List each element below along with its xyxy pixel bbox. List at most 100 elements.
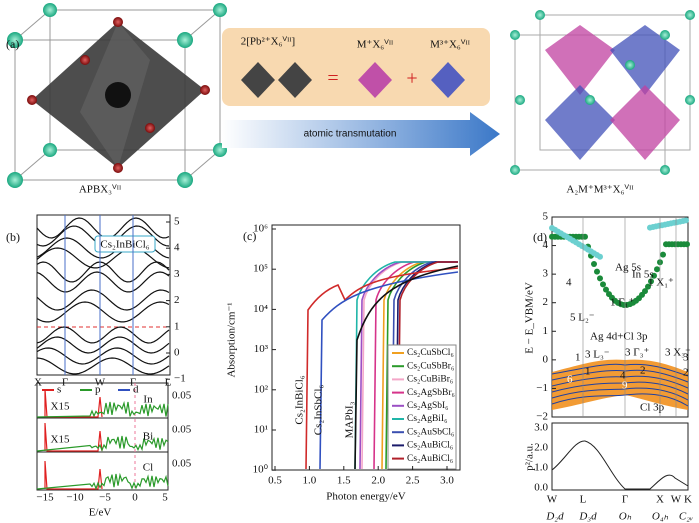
scheme-text: M³⁺X₆ⱽᴵᴵ: [430, 39, 470, 51]
symmetry-label: D₃d: [578, 511, 597, 523]
cb-dot: [582, 233, 588, 240]
y-axis-label: p²/a.u.: [524, 443, 536, 471]
y-tick-label: 3: [543, 268, 549, 280]
arrow: [222, 112, 500, 156]
y-tick-label: 10⁶: [253, 223, 268, 235]
legend-label: Cs₂AgSbI₆: [407, 401, 448, 411]
legend-label: s: [57, 384, 61, 396]
x-tick-label: 2.5: [406, 475, 420, 487]
cb-dot: [603, 286, 609, 293]
x-tick-label: Γ: [130, 377, 136, 389]
y-tick-label: 4: [174, 242, 180, 254]
band-annotation: 6: [567, 374, 573, 386]
band: [36, 326, 170, 344]
band-annotation: In 5s: [632, 269, 654, 281]
y-tick-label: 4: [543, 239, 549, 251]
p2-curve: [551, 440, 689, 490]
y-tick-label: 1: [174, 320, 180, 332]
dos-curves: [36, 388, 169, 491]
y-tick-label: 5: [543, 211, 549, 223]
bands: [36, 217, 170, 375]
annotation: Cs₂InSbCl₆: [313, 385, 325, 436]
band-annotation: 1 Γ₁⁺: [610, 297, 634, 309]
symmetry-label: C₂ᵥ: [679, 511, 693, 523]
x-tick-label: W: [671, 494, 682, 506]
absorption-curves: [305, 261, 459, 470]
legend-label: p: [95, 384, 101, 396]
x-tick-label: 1.5: [337, 475, 351, 487]
legend-label: Cs₂AuBiCl₆: [407, 441, 453, 451]
band-annotation: Ag 5s: [615, 262, 641, 274]
right-cube: [510, 10, 695, 175]
x-tick-label: 3.0: [440, 475, 454, 487]
y-tick-label: 10⁰: [253, 464, 269, 476]
x-axis-label: Photon energy/eV: [326, 491, 406, 503]
cb-dot: [651, 272, 657, 279]
band: [36, 247, 170, 269]
band-annotation: 3: [683, 352, 689, 364]
y-tick-label: 2.0: [534, 442, 548, 454]
x-tick-label: Γ: [62, 377, 68, 389]
y-tick-label: 1: [543, 325, 549, 337]
cb-dot: [660, 251, 666, 258]
symmetry-label: Oₕ: [619, 511, 632, 523]
cb-dot: [600, 281, 606, 288]
band-annotation: 9: [622, 380, 628, 392]
compound: Cs₂InBiCl₆: [100, 239, 149, 251]
caption: APBX₃ⱽᴵᴵ: [79, 184, 121, 196]
y-tick-label: 10⁴: [253, 303, 268, 315]
x-tick-label: L: [165, 377, 172, 389]
cb-dot: [654, 266, 660, 273]
band-annotation: 4: [620, 370, 626, 382]
band: [36, 261, 170, 283]
absorption-curve: [397, 261, 458, 470]
y-tick-label: 10³: [254, 343, 269, 355]
dos-tick-label: 0.05: [172, 390, 192, 402]
panel-label: (a): [6, 37, 19, 51]
dos-label: In: [143, 394, 153, 406]
b-atom: [105, 82, 131, 108]
dos-tick-label: 0.05: [172, 458, 192, 470]
annotation: MAPbI₃: [344, 401, 356, 438]
y-tick-label: −1: [536, 382, 548, 394]
cb-dot: [642, 288, 648, 295]
x-tick-label: X: [34, 377, 42, 389]
legend-label: Cs₂CuBiBr₆: [407, 375, 453, 385]
cb-dot: [591, 261, 597, 267]
cb-dot: [683, 217, 689, 224]
band: [36, 217, 170, 239]
y-tick-label: 5: [174, 216, 180, 228]
panel-a: [7, 3, 695, 188]
lower-frame: [551, 422, 689, 491]
y-tick-label: 10¹: [254, 424, 268, 436]
x-tick-label: X: [656, 494, 664, 506]
band: [36, 347, 170, 365]
annotation: Cs₂InBiCl₆: [294, 375, 306, 424]
caption: A₂M⁺M³⁺X₆ⱽᴵᴵ: [566, 184, 633, 196]
x-tick-label: W: [95, 377, 106, 389]
y-tick-label: 10²: [254, 383, 269, 395]
cb-dot: [684, 241, 690, 248]
absorption-curve: [354, 261, 458, 470]
band-annotation: 1: [575, 352, 581, 364]
y-tick-label: 2: [543, 296, 549, 308]
legend-label: Cs₂CuSbCl₆: [407, 348, 454, 358]
band-annotation: 2: [683, 367, 689, 379]
atoms: [7, 3, 227, 188]
mini-octahedra: [241, 62, 465, 98]
symmetry-label: D₂d: [545, 511, 564, 523]
x-tick-label: Γ: [622, 494, 628, 506]
band: [36, 336, 170, 354]
y-tick-label: 0.0: [534, 482, 548, 494]
absorption-curve: [319, 271, 459, 470]
cb-dot: [597, 275, 603, 282]
band-annotation: 1 X₁⁺: [648, 277, 674, 289]
band-annotation: 3 L₃⁻: [585, 349, 610, 361]
dos-label: X15: [51, 434, 70, 446]
absorption-curve: [391, 261, 458, 470]
band: [36, 289, 170, 311]
legend-label: Cs₂AgBiI₆: [407, 414, 447, 424]
y-axis-label: E − E_VBM/eV: [524, 282, 536, 354]
y-tick-label: 2: [174, 294, 180, 306]
dos-p: [36, 472, 169, 491]
